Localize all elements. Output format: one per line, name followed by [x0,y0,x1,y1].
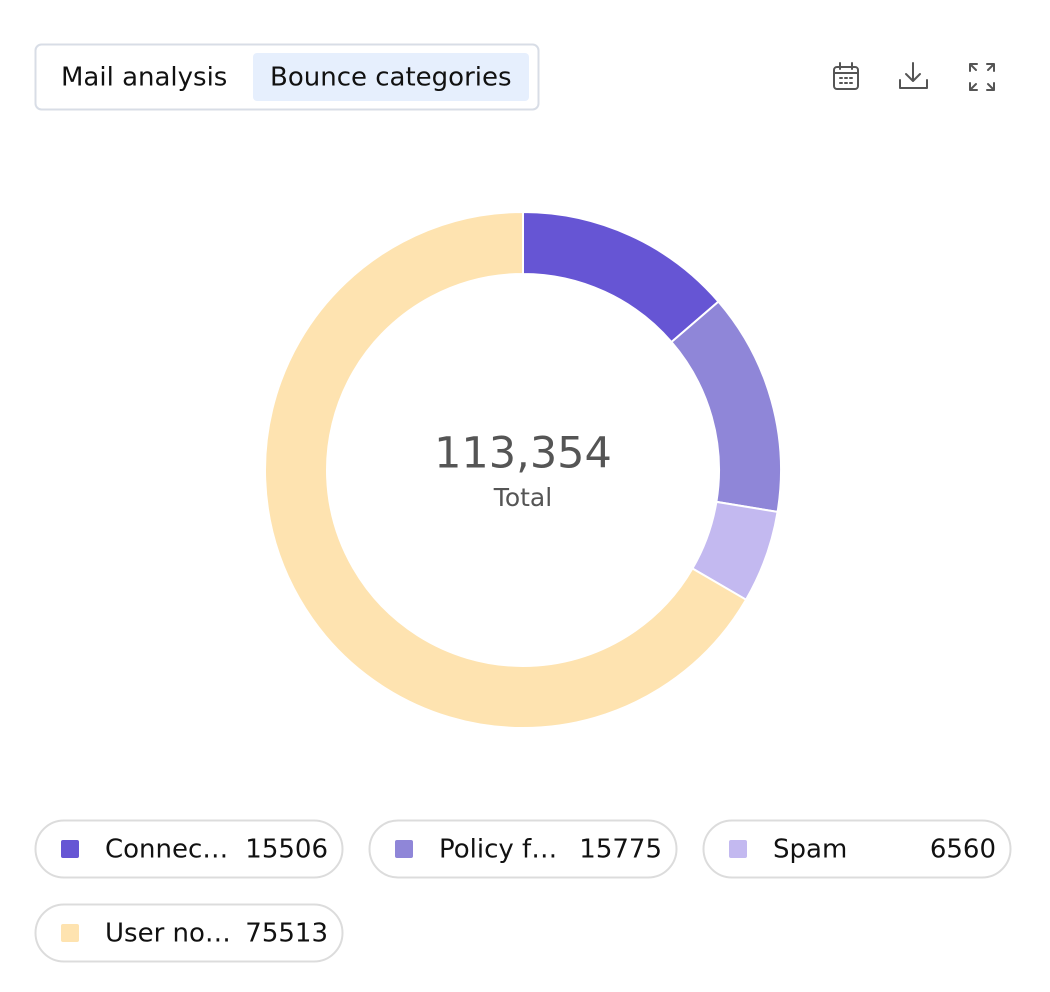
total-caption: Total [493,483,552,512]
legend-value: 6560 [930,835,996,865]
legend-value: 15506 [245,835,328,865]
expand-icon[interactable] [969,63,995,91]
tab-active[interactable]: Bounce categories [253,53,529,101]
tab-label: Mail analysis [61,63,227,93]
legend: Connec… 15506 Policy f… 15775 Spam 6560 User n… [34,819,1012,963]
legend-value: 15775 [579,835,662,865]
legend-pill [34,903,344,963]
donut-slice[interactable] [522,210,720,344]
legend-pill [702,819,1012,879]
legend-name: Policy f… [439,835,557,865]
tab-highlight [253,53,529,101]
legend-pill [368,819,678,879]
legend-item[interactable]: Connec… 15506 [34,819,344,879]
donut-slice[interactable] [670,300,782,514]
legend-swatch [729,840,747,858]
tab-label: Bounce categories [270,63,512,93]
legend-name: User no… [105,919,231,949]
total-value: 113,354 [434,429,612,479]
donut [264,210,782,729]
legend-item[interactable]: Policy f… 15775 [368,819,678,879]
legend-swatch [395,840,413,858]
legend-item[interactable]: Spam 6560 [702,819,1012,879]
calendar-icon[interactable] [833,62,859,90]
legend-pill [34,819,344,879]
download-icon[interactable] [899,62,928,89]
legend-swatch [61,924,79,942]
legend-name: Connec… [105,835,228,865]
legend-item[interactable]: User no… 75513 [34,903,344,963]
tab[interactable]: Mail analysis [61,63,227,93]
legend-name: Spam [773,835,847,865]
legend-value: 75513 [245,919,328,949]
legend-swatch [61,840,79,858]
donut-slice[interactable] [264,210,748,729]
